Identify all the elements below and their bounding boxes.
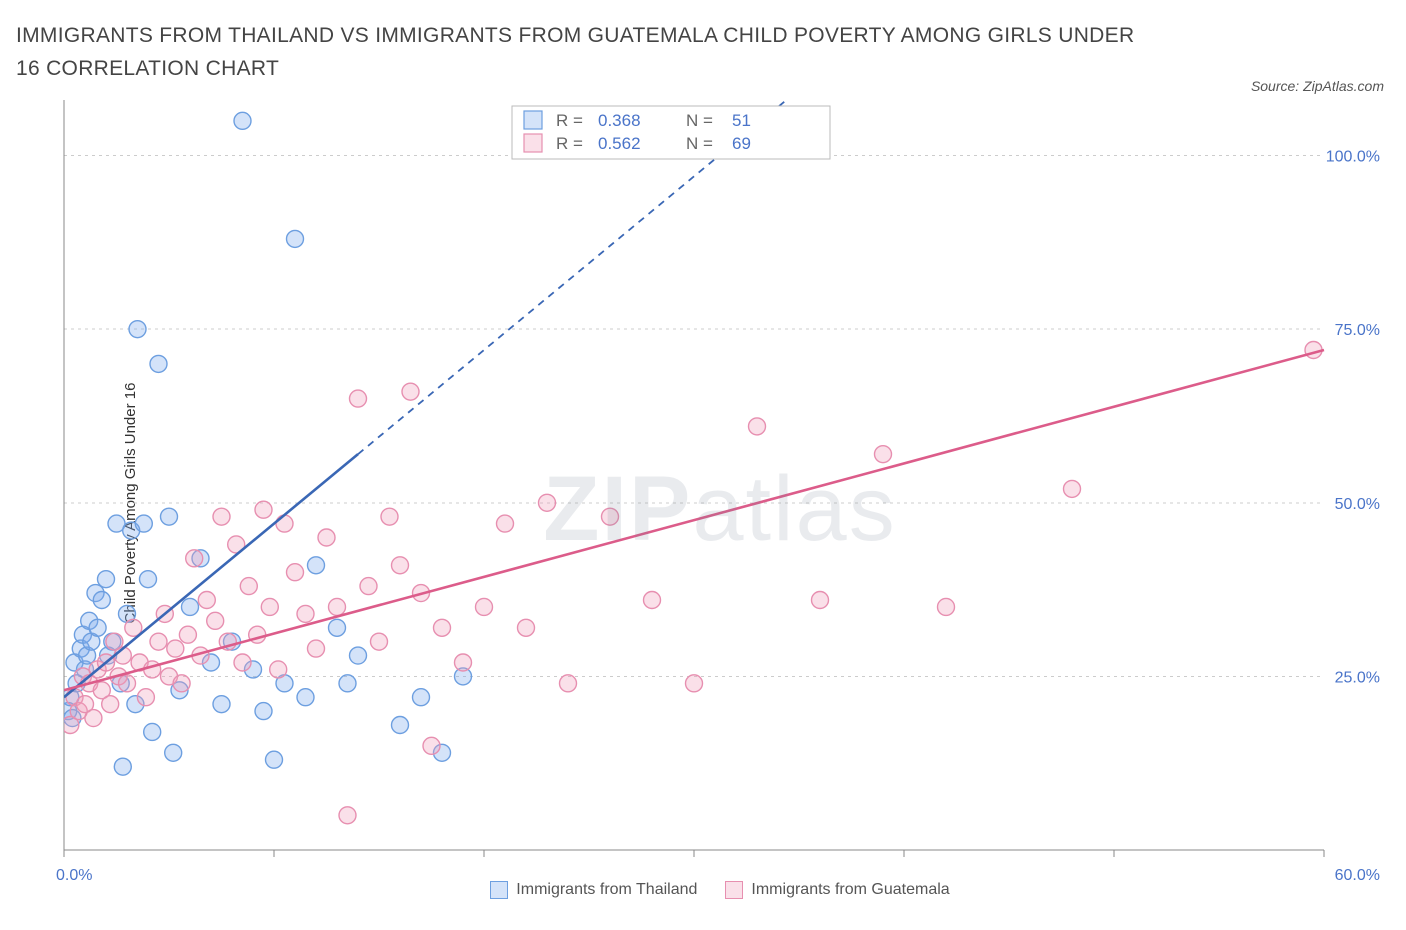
legend-item-thailand: Immigrants from Thailand — [490, 881, 697, 899]
scatter-point-guatemala — [137, 689, 154, 706]
scatter-point-guatemala — [938, 598, 955, 615]
scatter-point-guatemala — [381, 508, 398, 525]
scatter-point-guatemala — [875, 446, 892, 463]
scatter-point-guatemala — [749, 418, 766, 435]
scatter-point-thailand — [129, 321, 146, 338]
scatter-point-guatemala — [207, 612, 224, 629]
scatter-chart: 25.0%50.0%75.0%100.0%0.0%60.0%R =0.368N … — [50, 100, 1390, 906]
scatter-point-guatemala — [360, 578, 377, 595]
scatter-point-guatemala — [812, 592, 829, 609]
scatter-point-thailand — [135, 515, 152, 532]
scatter-point-guatemala — [318, 529, 335, 546]
scatter-point-thailand — [308, 557, 325, 574]
scatter-point-thailand — [93, 592, 110, 609]
y-tick-label: 25.0% — [1335, 669, 1380, 686]
scatter-point-thailand — [182, 598, 199, 615]
scatter-point-thailand — [89, 619, 106, 636]
scatter-point-thailand — [150, 355, 167, 372]
scatter-point-guatemala — [455, 654, 472, 671]
scatter-point-thailand — [114, 758, 131, 775]
scatter-point-guatemala — [560, 675, 577, 692]
y-tick-label: 100.0% — [1326, 149, 1380, 166]
scatter-point-guatemala — [350, 390, 367, 407]
scatter-point-guatemala — [402, 383, 419, 400]
scatter-point-thailand — [339, 675, 356, 692]
plot-container: Child Poverty Among Girls Under 16 ZIPat… — [16, 100, 1390, 906]
scatter-point-guatemala — [150, 633, 167, 650]
scatter-point-guatemala — [240, 578, 257, 595]
legend-R-value: 0.562 — [598, 134, 641, 153]
legend-swatch-guatemala — [524, 134, 542, 152]
scatter-point-guatemala — [261, 598, 278, 615]
scatter-point-guatemala — [423, 737, 440, 754]
scatter-point-guatemala — [371, 633, 388, 650]
scatter-point-thailand — [213, 696, 230, 713]
scatter-point-guatemala — [255, 501, 272, 518]
legend-R-value: 0.368 — [598, 111, 641, 130]
scatter-point-guatemala — [686, 675, 703, 692]
chart-title: IMMIGRANTS FROM THAILAND VS IMMIGRANTS F… — [16, 20, 1146, 85]
legend-label-guatemala: Immigrants from Guatemala — [751, 881, 949, 899]
scatter-point-guatemala — [287, 564, 304, 581]
scatter-point-guatemala — [270, 661, 287, 678]
scatter-point-guatemala — [476, 598, 493, 615]
scatter-point-thailand — [165, 744, 182, 761]
source-attribution: Source: ZipAtlas.com — [1251, 78, 1384, 94]
legend-N-label: N = — [686, 134, 713, 153]
scatter-point-guatemala — [173, 675, 190, 692]
legend-label-thailand: Immigrants from Thailand — [516, 881, 697, 899]
scatter-point-thailand — [350, 647, 367, 664]
legend-N-value: 69 — [732, 134, 751, 153]
scatter-point-thailand — [255, 703, 272, 720]
scatter-point-thailand — [297, 689, 314, 706]
scatter-point-thailand — [144, 723, 161, 740]
scatter-point-thailand — [392, 717, 409, 734]
scatter-point-thailand — [287, 230, 304, 247]
scatter-point-guatemala — [234, 654, 251, 671]
scatter-point-thailand — [266, 751, 283, 768]
scatter-point-guatemala — [198, 592, 215, 609]
legend-swatch-guatemala — [725, 881, 743, 899]
scatter-point-guatemala — [102, 696, 119, 713]
scatter-point-thailand — [329, 619, 346, 636]
scatter-point-guatemala — [179, 626, 196, 643]
legend-N-label: N = — [686, 111, 713, 130]
scatter-point-guatemala — [392, 557, 409, 574]
bottom-legend: Immigrants from Thailand Immigrants from … — [50, 881, 1390, 904]
legend-R-label: R = — [556, 111, 583, 130]
scatter-point-guatemala — [518, 619, 535, 636]
scatter-point-guatemala — [119, 675, 136, 692]
legend-R-label: R = — [556, 134, 583, 153]
scatter-point-guatemala — [186, 550, 203, 567]
legend-swatch-thailand — [490, 881, 508, 899]
scatter-point-thailand — [234, 112, 251, 129]
scatter-point-guatemala — [434, 619, 451, 636]
scatter-point-guatemala — [1064, 480, 1081, 497]
scatter-point-thailand — [413, 689, 430, 706]
legend-N-value: 51 — [732, 111, 751, 130]
scatter-point-guatemala — [329, 598, 346, 615]
scatter-point-thailand — [140, 571, 157, 588]
scatter-point-guatemala — [339, 807, 356, 824]
scatter-point-guatemala — [602, 508, 619, 525]
legend-swatch-thailand — [524, 111, 542, 129]
scatter-point-guatemala — [276, 515, 293, 532]
y-tick-label: 50.0% — [1335, 496, 1380, 513]
chart-outer: ZIPatlas 25.0%50.0%75.0%100.0%0.0%60.0%R… — [50, 100, 1390, 906]
scatter-point-guatemala — [85, 710, 102, 727]
scatter-point-guatemala — [539, 494, 556, 511]
y-tick-label: 75.0% — [1335, 322, 1380, 339]
scatter-point-guatemala — [644, 592, 661, 609]
legend-item-guatemala: Immigrants from Guatemala — [725, 881, 949, 899]
scatter-point-guatemala — [297, 605, 314, 622]
scatter-point-guatemala — [213, 508, 230, 525]
scatter-point-thailand — [161, 508, 178, 525]
scatter-point-thailand — [98, 571, 115, 588]
trendline-guatemala — [64, 350, 1324, 690]
scatter-point-guatemala — [308, 640, 325, 657]
scatter-point-guatemala — [167, 640, 184, 657]
scatter-point-guatemala — [144, 661, 161, 678]
scatter-point-guatemala — [497, 515, 514, 532]
